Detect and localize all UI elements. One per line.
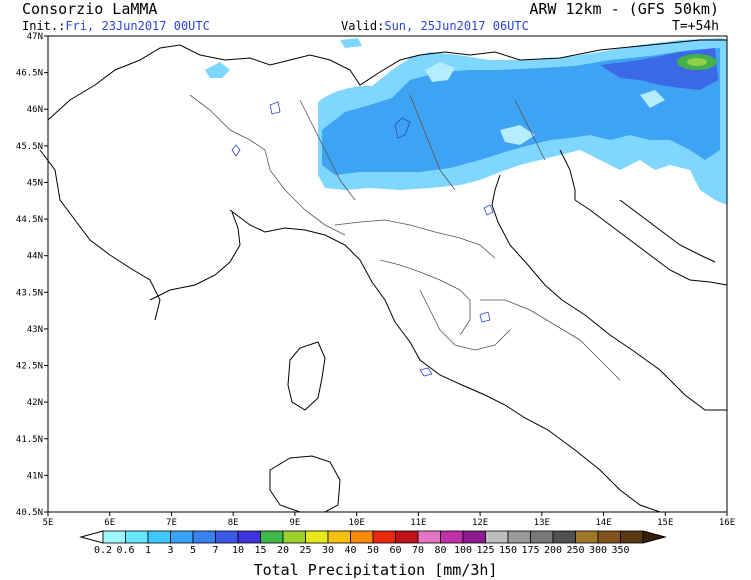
- lat-tick-label: 41N: [27, 471, 43, 481]
- colorbar: [79, 530, 667, 544]
- colorbar-label: 30: [321, 545, 335, 556]
- colorbar-swatch: [282, 530, 306, 544]
- colorbar-label: 15: [254, 545, 267, 556]
- lon-tick-label: 11E: [410, 518, 426, 528]
- colorbar-label: 40: [344, 545, 357, 556]
- lon-tick-label: 16E: [719, 518, 735, 528]
- lat-tick-label: 47N: [27, 32, 43, 42]
- coastlines: [39, 39, 728, 513]
- colorbar-swatch: [372, 530, 396, 544]
- colorbar-swatch: [147, 530, 171, 544]
- precip-field: [205, 38, 727, 205]
- lon-tick-label: 7E: [166, 518, 177, 528]
- colorbar-label: 300: [588, 545, 608, 556]
- valid-line: Valid:Sun, 25Jun2017 06UTC: [341, 19, 529, 33]
- lat-tick-label: 44.5N: [16, 215, 43, 225]
- precip-peak-core: [687, 58, 707, 66]
- lon-tick-label: 12E: [472, 518, 488, 528]
- colorbar-arrow-right: [642, 530, 667, 544]
- colorbar-label: 10: [231, 545, 245, 556]
- colorbar-label: 3: [167, 545, 174, 556]
- colorbar-label: 25: [299, 545, 312, 556]
- init-value: Fri, 23Jun2017 00UTC: [65, 19, 210, 33]
- colorbar-arrow-left: [79, 530, 104, 544]
- colorbar-title: Total Precipitation [mm/3h]: [253, 561, 498, 579]
- lat-tick-label: 42.5N: [16, 362, 43, 372]
- map-border: [47, 35, 728, 513]
- lat-tick-label: 43N: [27, 325, 43, 335]
- lat-tick-label: 45N: [27, 178, 43, 188]
- longitude-axis: 5E 6E 7E 8E 9E 10E 11E 12E 13E 14E 15E 16E: [43, 512, 735, 528]
- lon-tick-label: 13E: [534, 518, 550, 528]
- regional-borders: [189, 94, 621, 381]
- colorbar-label: 100: [453, 545, 473, 556]
- lat-tick-label: 40.5N: [16, 508, 43, 518]
- colorbar-swatch: [462, 530, 486, 544]
- lon-tick-label: 14E: [595, 518, 611, 528]
- colorbar-label: 125: [476, 545, 495, 556]
- colorbar-swatch: [620, 530, 644, 544]
- colorbar-label: 150: [498, 545, 518, 556]
- lakes: [231, 101, 494, 377]
- lon-tick-label: 9E: [289, 518, 300, 528]
- colorbar-label: 60: [389, 545, 402, 556]
- lat-tick-label: 43.5N: [16, 288, 43, 298]
- model-title: ARW 12km - (GFS 50km): [529, 0, 719, 18]
- lon-tick-label: 8E: [228, 518, 239, 528]
- colorbar-swatch: [597, 530, 621, 544]
- colorbar-swatch: [507, 530, 531, 544]
- precip-spot-west: [205, 38, 362, 78]
- valid-value: Sun, 25Jun2017 06UTC: [384, 19, 529, 33]
- colorbar-label: 200: [543, 545, 563, 556]
- colorbar-swatch: [327, 530, 351, 544]
- colorbar-swatch: [102, 530, 126, 544]
- colorbar-swatch: [192, 530, 216, 544]
- colorbar-swatch: [440, 530, 464, 544]
- colorbar-swatch: [552, 530, 576, 544]
- colorbar-swatch: [215, 530, 239, 544]
- init-line: Init.:Fri, 23Jun2017 00UTC: [22, 19, 210, 33]
- provider-title: Consorzio LaMMA: [22, 0, 158, 18]
- lat-tick-label: 46.5N: [16, 69, 43, 79]
- lon-tick-label: 10E: [349, 518, 365, 528]
- colorbar-swatch: [125, 530, 149, 544]
- colorbar-label: 7: [212, 545, 219, 556]
- colorbar-label: 0.6: [116, 545, 135, 556]
- lon-tick-label: 15E: [657, 518, 673, 528]
- colorbar-swatch: [485, 530, 509, 544]
- lat-tick-label: 46N: [27, 105, 43, 115]
- lat-tick-label: 44N: [27, 252, 43, 262]
- colorbar-label: 5: [189, 545, 197, 556]
- colorbar-label: 250: [566, 545, 585, 556]
- colorbar-swatch: [260, 530, 284, 544]
- valid-label: Valid:: [341, 19, 385, 33]
- lat-tick-label: 41.5N: [16, 435, 43, 445]
- init-label: Init.:: [22, 19, 66, 33]
- colorbar-label: 80: [434, 545, 447, 556]
- colorbar-swatch: [417, 530, 441, 544]
- lon-tick-label: 5E: [43, 518, 54, 528]
- lat-tick-label: 45.5N: [16, 142, 43, 152]
- latitude-axis: 47N 46.5N 46N 45.5N 45N 44.5N 44N 43.5N 43N 42.5N…: [16, 32, 48, 518]
- forecast-step: T=+54h: [672, 19, 719, 34]
- colorbar-label: 70: [411, 545, 425, 556]
- colorbar-swatch: [237, 530, 261, 544]
- colorbar-swatch: [350, 530, 374, 544]
- colorbar-swatch: [170, 530, 194, 544]
- lat-tick-label: 42N: [27, 398, 43, 408]
- lon-tick-label: 6E: [104, 518, 115, 528]
- colorbar-swatch: [395, 530, 419, 544]
- colorbar-label: 50: [366, 545, 380, 556]
- colorbar-swatch: [305, 530, 329, 544]
- colorbar-label: 20: [276, 545, 290, 556]
- colorbar-swatch: [530, 530, 554, 544]
- colorbar-label: 175: [521, 545, 540, 556]
- colorbar-swatch: [575, 530, 599, 544]
- colorbar-label: 350: [611, 545, 630, 556]
- colorbar-label: 1: [144, 545, 152, 556]
- precip-shade-lighter-spots: [425, 62, 665, 145]
- colorbar-label: 0.2: [93, 545, 113, 556]
